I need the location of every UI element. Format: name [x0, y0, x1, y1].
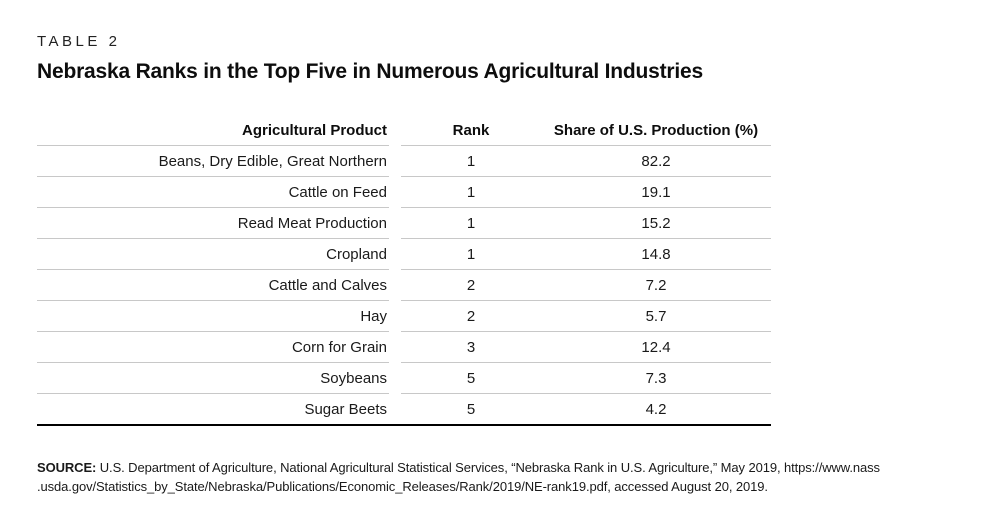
table-row: Cropland 1 14.8 [37, 238, 771, 270]
page-title: Nebraska Ranks in the Top Five in Numero… [37, 60, 703, 83]
table-row: Sugar Beets 5 4.2 [37, 394, 771, 426]
column-gap [389, 332, 401, 363]
table-row: Cattle on Feed 1 19.1 [37, 176, 771, 208]
table-row: Beans, Dry Edible, Great Northern 1 82.2 [37, 145, 771, 177]
source-note: SOURCE: U.S. Department of Agriculture, … [37, 458, 977, 496]
column-gap [389, 270, 401, 301]
product-cell: Read Meat Production [37, 207, 389, 239]
share-cell: 82.2 [541, 145, 771, 177]
table-row: Soybeans 5 7.3 [37, 362, 771, 394]
table-row: Hay 2 5.7 [37, 300, 771, 332]
share-cell: 7.2 [541, 269, 771, 301]
product-cell: Corn for Grain [37, 331, 389, 363]
table-label: TABLE 2 [37, 33, 121, 50]
data-table: Agricultural Product Rank Share of U.S. … [37, 115, 771, 426]
rank-cell: 1 [401, 207, 541, 239]
product-cell: Beans, Dry Edible, Great Northern [37, 145, 389, 177]
product-cell: Cropland [37, 238, 389, 270]
table-row: Read Meat Production 1 15.2 [37, 207, 771, 239]
rank-cell: 3 [401, 331, 541, 363]
product-cell: Cattle and Calves [37, 269, 389, 301]
rank-cell: 1 [401, 145, 541, 177]
column-gap [389, 146, 401, 177]
table-row: Corn for Grain 3 12.4 [37, 331, 771, 363]
column-gap [389, 394, 401, 426]
rank-cell: 2 [401, 300, 541, 332]
share-cell: 5.7 [541, 300, 771, 332]
column-header-rank: Rank [401, 115, 541, 146]
column-gap [389, 115, 401, 146]
rank-cell: 5 [401, 362, 541, 394]
column-gap [389, 363, 401, 394]
column-gap [389, 208, 401, 239]
product-cell: Cattle on Feed [37, 176, 389, 208]
rank-cell: 1 [401, 238, 541, 270]
column-header-product: Agricultural Product [37, 115, 389, 146]
rank-cell: 1 [401, 176, 541, 208]
rank-cell: 2 [401, 269, 541, 301]
table-row: Cattle and Calves 2 7.2 [37, 269, 771, 301]
column-gap [389, 177, 401, 208]
rank-cell: 5 [466, 400, 476, 418]
source-label: SOURCE: [37, 460, 97, 475]
table-header-row: Agricultural Product Rank Share of U.S. … [37, 115, 771, 146]
table-body: Beans, Dry Edible, Great Northern 1 82.2… [37, 145, 771, 426]
column-gap [389, 301, 401, 332]
source-text-line1: U.S. Department of Agriculture, National… [99, 460, 880, 475]
product-cell: Hay [37, 300, 389, 332]
share-cell: 14.8 [541, 238, 771, 270]
share-cell: 12.4 [541, 331, 771, 363]
table-header: Agricultural Product Rank Share of U.S. … [37, 115, 771, 146]
column-gap [389, 239, 401, 270]
share-cell: 4.2 [645, 400, 667, 418]
source-text-line2: .usda.gov/Statistics_by_State/Nebraska/P… [37, 479, 768, 494]
column-header-share: Share of U.S. Production (%) [541, 115, 771, 146]
share-cell: 19.1 [541, 176, 771, 208]
share-cell: 15.2 [541, 207, 771, 239]
share-cell: 7.3 [541, 362, 771, 394]
product-cell: Sugar Beets [304, 400, 387, 418]
product-cell: Soybeans [37, 362, 389, 394]
